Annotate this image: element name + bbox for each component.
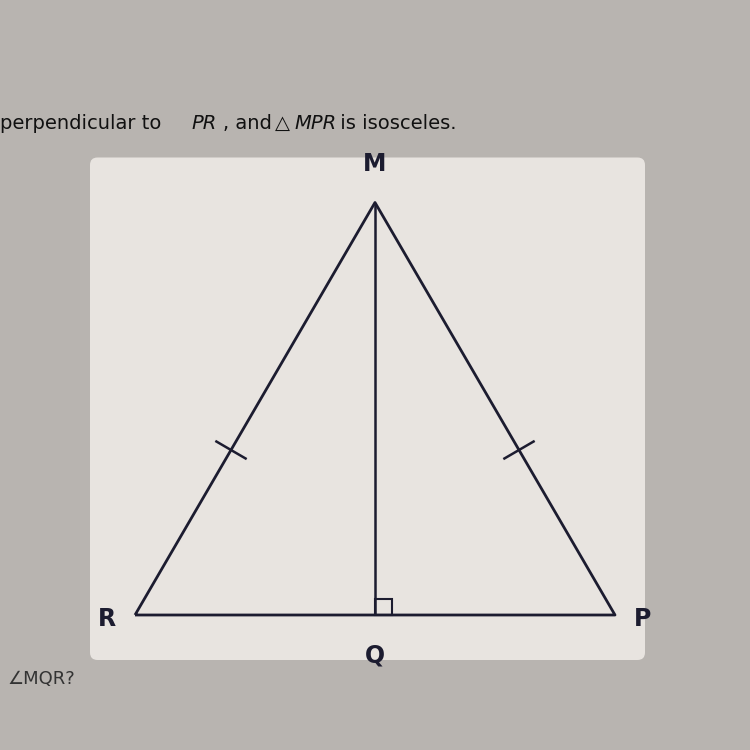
Text: Q: Q bbox=[365, 644, 385, 668]
Text: M: M bbox=[363, 152, 387, 176]
Text: perpendicular to: perpendicular to bbox=[0, 114, 168, 134]
Text: △: △ bbox=[274, 114, 290, 134]
Bar bbox=[375, 598, 392, 615]
Text: , and: , and bbox=[223, 114, 278, 134]
Text: P: P bbox=[634, 607, 651, 631]
Text: MPR: MPR bbox=[294, 114, 336, 134]
Text: ∠MQR?: ∠MQR? bbox=[8, 670, 75, 688]
FancyBboxPatch shape bbox=[90, 158, 645, 660]
Text: R: R bbox=[98, 607, 116, 631]
Text: PR: PR bbox=[191, 114, 217, 134]
Text: is isosceles.: is isosceles. bbox=[334, 114, 456, 134]
